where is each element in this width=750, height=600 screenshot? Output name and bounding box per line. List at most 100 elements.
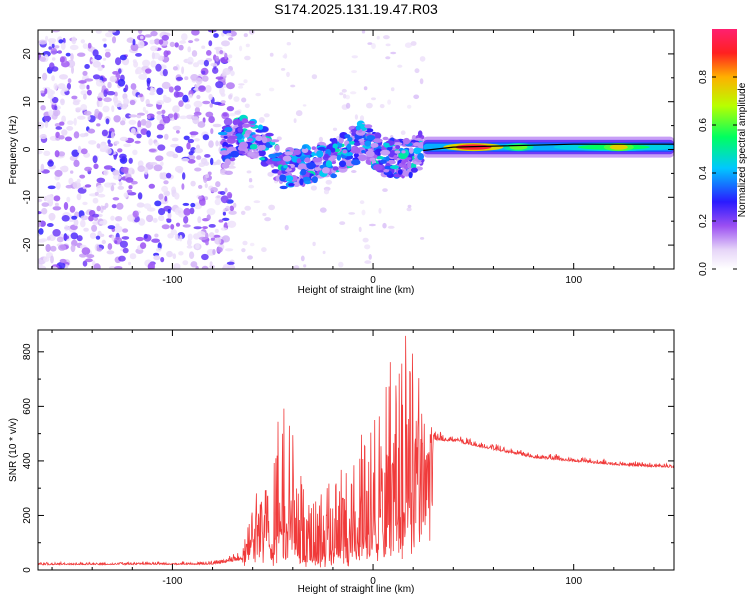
noise-blob	[229, 205, 235, 212]
noise-blob	[87, 42, 92, 49]
noise-blob	[222, 217, 230, 221]
noise-blob	[135, 53, 142, 57]
noise-blob	[97, 66, 103, 72]
noise-blob	[371, 97, 376, 101]
noise-blob	[98, 100, 103, 108]
noise-blob	[106, 91, 116, 96]
noise-blob	[88, 215, 94, 222]
noise-blob	[80, 215, 89, 221]
noise-blob	[175, 146, 184, 153]
noise-blob	[51, 43, 55, 49]
track-blob	[217, 131, 228, 136]
noise-blob	[92, 60, 102, 68]
track-blob	[293, 149, 301, 156]
noise-blob	[43, 115, 52, 122]
noise-blob	[192, 116, 200, 125]
noise-blob	[130, 83, 137, 90]
track-blob	[353, 147, 361, 154]
noise-blob	[212, 67, 219, 74]
noise-blob	[385, 43, 391, 47]
noise-blob	[150, 45, 158, 52]
noise-blob	[262, 212, 267, 217]
track-blob	[279, 185, 288, 190]
noise-blob	[212, 234, 221, 238]
noise-blob	[212, 123, 222, 128]
noise-blob	[174, 165, 184, 173]
noise-blob	[42, 51, 51, 57]
noise-blob	[111, 204, 117, 209]
track-blob	[351, 159, 361, 166]
noise-blob	[123, 143, 131, 148]
track-blob	[353, 153, 359, 158]
spectrogram-ylabel: Frequency (Hz)	[8, 116, 19, 185]
noise-blob	[205, 240, 209, 246]
noise-blob	[90, 58, 98, 63]
noise-blob	[215, 55, 220, 62]
noise-blob	[97, 112, 102, 121]
track-blob	[259, 157, 266, 161]
noise-blob	[48, 46, 52, 50]
noise-blob	[128, 261, 131, 266]
noise-blob	[38, 39, 48, 45]
noise-blob	[229, 113, 236, 117]
track-blob	[292, 181, 301, 187]
noise-blob	[157, 144, 166, 151]
track-blob	[392, 142, 403, 146]
noise-blob	[202, 226, 208, 230]
noise-blob	[125, 113, 132, 119]
noise-blob	[104, 51, 111, 58]
noise-blob	[194, 38, 200, 42]
noise-blob	[183, 135, 190, 141]
noise-blob	[248, 184, 255, 189]
noise-blob	[339, 221, 346, 226]
noise-blob	[189, 207, 195, 215]
noise-blob	[223, 117, 233, 126]
noise-blob	[164, 133, 169, 140]
track-blob	[408, 171, 413, 179]
noise-blob	[268, 87, 275, 92]
noise-blob	[220, 195, 229, 204]
track-blob	[375, 156, 384, 160]
noise-blob	[208, 232, 215, 238]
noise-blob	[226, 82, 235, 90]
noise-blob	[86, 89, 92, 96]
noise-blob	[117, 148, 123, 153]
y-tick-label: 0	[22, 146, 33, 152]
noise-blob	[156, 111, 163, 115]
noise-blob	[102, 57, 107, 61]
noise-blob	[400, 130, 406, 135]
noise-blob	[197, 121, 206, 128]
noise-blob	[183, 208, 191, 216]
noise-blob	[122, 247, 129, 254]
y-tick-label: 200	[22, 507, 33, 524]
spectrogram-xlabel: Height of straight line (km)	[298, 285, 415, 296]
noise-blob	[131, 168, 135, 175]
noise-blob	[82, 260, 88, 267]
noise-blob	[249, 242, 255, 247]
noise-blob	[146, 103, 154, 108]
noise-blob	[96, 123, 101, 127]
noise-blob	[187, 61, 193, 65]
noise-blob	[40, 90, 45, 94]
noise-blob	[181, 66, 185, 75]
noise-blob	[295, 110, 303, 117]
noise-blob	[311, 74, 318, 80]
noise-blob	[243, 33, 248, 38]
noise-blob	[47, 185, 56, 190]
track-blob	[317, 146, 326, 151]
track-blob	[417, 130, 423, 138]
noise-blob	[87, 115, 91, 121]
noise-blob	[214, 237, 222, 245]
noise-blob	[172, 66, 178, 71]
noise-blob	[71, 149, 80, 157]
noise-blob	[72, 181, 81, 189]
noise-blob	[103, 165, 113, 170]
noise-blob	[181, 33, 188, 41]
noise-blob	[361, 209, 366, 216]
noise-blob	[246, 170, 252, 174]
noise-blob	[176, 130, 180, 134]
noise-blob	[351, 70, 357, 74]
track-blob	[397, 169, 403, 175]
track-blob	[238, 141, 249, 149]
noise-blob	[390, 87, 395, 92]
